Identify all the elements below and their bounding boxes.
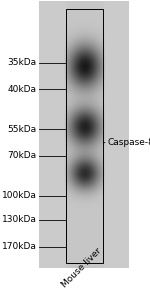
Text: Mouse liver: Mouse liver [60,246,103,289]
Bar [66,9,103,263]
Text: 170kDa: 170kDa [2,242,37,251]
Text: 35kDa: 35kDa [8,58,37,67]
Text: 55kDa: 55kDa [8,125,37,134]
Text: 40kDa: 40kDa [8,85,37,94]
Text: Caspase-8: Caspase-8 [103,138,150,147]
Text: 70kDa: 70kDa [8,151,37,160]
Text: 100kDa: 100kDa [2,191,37,200]
Text: 130kDa: 130kDa [2,215,37,224]
